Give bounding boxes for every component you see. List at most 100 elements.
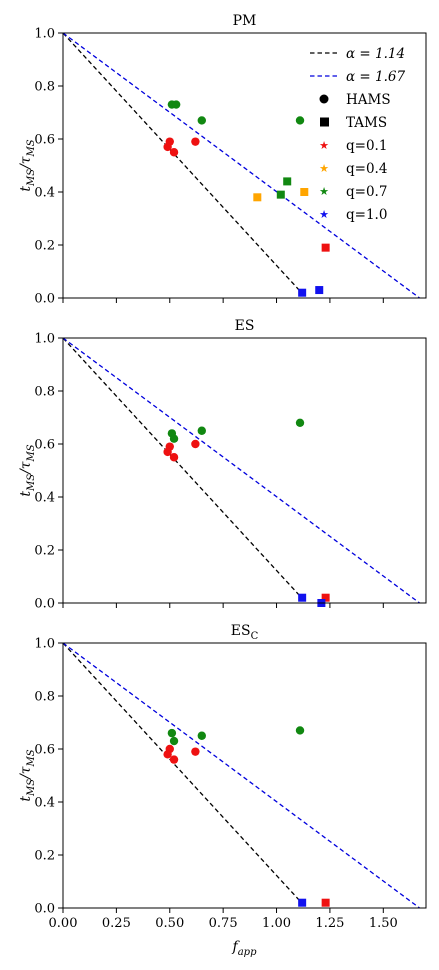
legend-star-icon: ★ [319, 139, 329, 152]
x-tick-label: 0.75 [209, 916, 238, 931]
plot-frame [62, 642, 427, 909]
y-label-part: MS [26, 474, 37, 492]
panel-title-main: ES [235, 318, 255, 334]
tams-point-q0.4 [300, 188, 309, 196]
hams-point-q0.7 [167, 728, 177, 738]
y-label-part: MS [26, 169, 37, 187]
hams-point-q0.7 [295, 116, 305, 125]
legend-star-icon: ★ [319, 162, 329, 175]
x-tick-label: 0.25 [102, 916, 131, 931]
reference-lines [63, 33, 420, 298]
y-label-part: t [18, 491, 34, 497]
x-tick-label: 0.50 [155, 916, 184, 931]
panel-title: PM [233, 13, 257, 29]
hams-point-q0.7 [197, 116, 206, 125]
y-axis-label: tMS/τMS [18, 444, 37, 496]
y-tick-label: 0.4 [34, 491, 55, 506]
legend: α = 1.14 α = 1.67 HAMS TAMS ★ q=0.1 ★ q=0.4 ★ q=0… [310, 46, 405, 223]
y-label-part: MS [26, 139, 37, 157]
panel-title-main: ES [231, 623, 251, 639]
y-tick-label: 0.2 [34, 849, 55, 864]
tams-point-q0.1 [321, 243, 330, 252]
y-axis-label: tMS/τMS [18, 139, 37, 191]
tams-point-q0.4 [253, 193, 262, 202]
legend-q-label: q=0.4 [346, 161, 387, 177]
x-tick-label: 1.00 [262, 916, 291, 931]
reference-line-alpha-1.14 [63, 33, 307, 298]
y-tick-label: 0.8 [34, 385, 55, 400]
legend-q-label: q=1.0 [346, 207, 387, 223]
x-tick-label: 1.50 [369, 916, 398, 931]
hams-point-q0.1 [191, 439, 200, 449]
legend-square-marker [320, 117, 329, 127]
reference-lines [63, 643, 420, 908]
y-tick-label: 1.0 [34, 27, 55, 42]
y-label-part: /τ [18, 461, 34, 476]
reference-line-alpha-1.67 [63, 338, 420, 603]
reference-line-alpha-1.67 [63, 643, 420, 908]
hams-point-q0.1 [163, 750, 172, 759]
hams-point-q0.1 [169, 148, 179, 157]
hams-point-q0.7 [171, 100, 181, 109]
hams-point-q0.7 [197, 426, 206, 435]
y-tick-label: 0.6 [34, 743, 55, 758]
tams-point-q1.0 [298, 288, 307, 297]
hams-point-q0.1 [191, 137, 200, 146]
x-tick-label: 0.00 [49, 916, 78, 931]
y-label-part: MS [26, 444, 37, 462]
y-tick-label: 0.4 [34, 796, 55, 811]
y-tick-label: 0.6 [34, 438, 55, 453]
y-tick-label: 0.4 [34, 186, 55, 201]
tams-point-q0.7 [276, 190, 285, 199]
y-tick-label: 0.2 [34, 239, 55, 254]
hams-point-q0.7 [295, 418, 305, 427]
y-label-part: t [18, 186, 34, 192]
y-tick-label: 1.0 [34, 332, 55, 347]
hams-point-q0.7 [169, 736, 179, 746]
reference-line-alpha-1.14 [63, 338, 307, 603]
x-label-sub: app [238, 947, 257, 958]
panel-title-sub: C [251, 631, 259, 642]
tams-point-q0.1 [321, 898, 330, 907]
x-tick-label: 1.25 [315, 916, 344, 931]
legend-q-label: q=0.1 [346, 138, 387, 154]
data-points [163, 418, 330, 607]
panel-title: ESC [231, 623, 259, 642]
hams-point-q0.1 [169, 755, 179, 764]
y-tick-label: 0.0 [34, 597, 55, 612]
data-points [163, 100, 330, 297]
legend-q-label: q=0.7 [346, 184, 387, 200]
panel-title-main: PM [233, 13, 257, 29]
plot-frame [62, 337, 427, 604]
legend-star-icon: ★ [319, 208, 329, 221]
legend-circle-marker [319, 94, 329, 104]
y-tick-label: 0.6 [34, 133, 55, 148]
y-axis-label: tMS/τMS [18, 749, 37, 801]
hams-point-q0.1 [169, 453, 179, 462]
reference-line-alpha-1.67 [63, 33, 420, 298]
data-points [163, 726, 330, 907]
legend-star-icon: ★ [319, 185, 329, 198]
tams-point-q1.0 [315, 286, 324, 295]
hams-point-q0.1 [163, 447, 172, 457]
legend-marker-label: TAMS [346, 115, 387, 131]
hams-point-q0.7 [169, 434, 179, 443]
legend-line-label: α = 1.14 [346, 46, 405, 62]
y-tick-label: 0.2 [34, 544, 55, 559]
y-label-part: t [18, 796, 34, 802]
x-label-main: f [232, 939, 241, 955]
plot-frame [62, 32, 427, 299]
hams-point-q0.1 [191, 747, 200, 756]
x-axis-label: fapp [232, 939, 258, 958]
panel-title: ES [235, 318, 255, 334]
hams-point-q0.1 [163, 142, 172, 152]
hams-point-q0.7 [295, 726, 305, 735]
legend-line-label: α = 1.67 [346, 69, 405, 85]
reference-lines [63, 338, 420, 603]
y-label-part: MS [26, 779, 37, 797]
y-tick-label: 0.8 [34, 80, 55, 95]
